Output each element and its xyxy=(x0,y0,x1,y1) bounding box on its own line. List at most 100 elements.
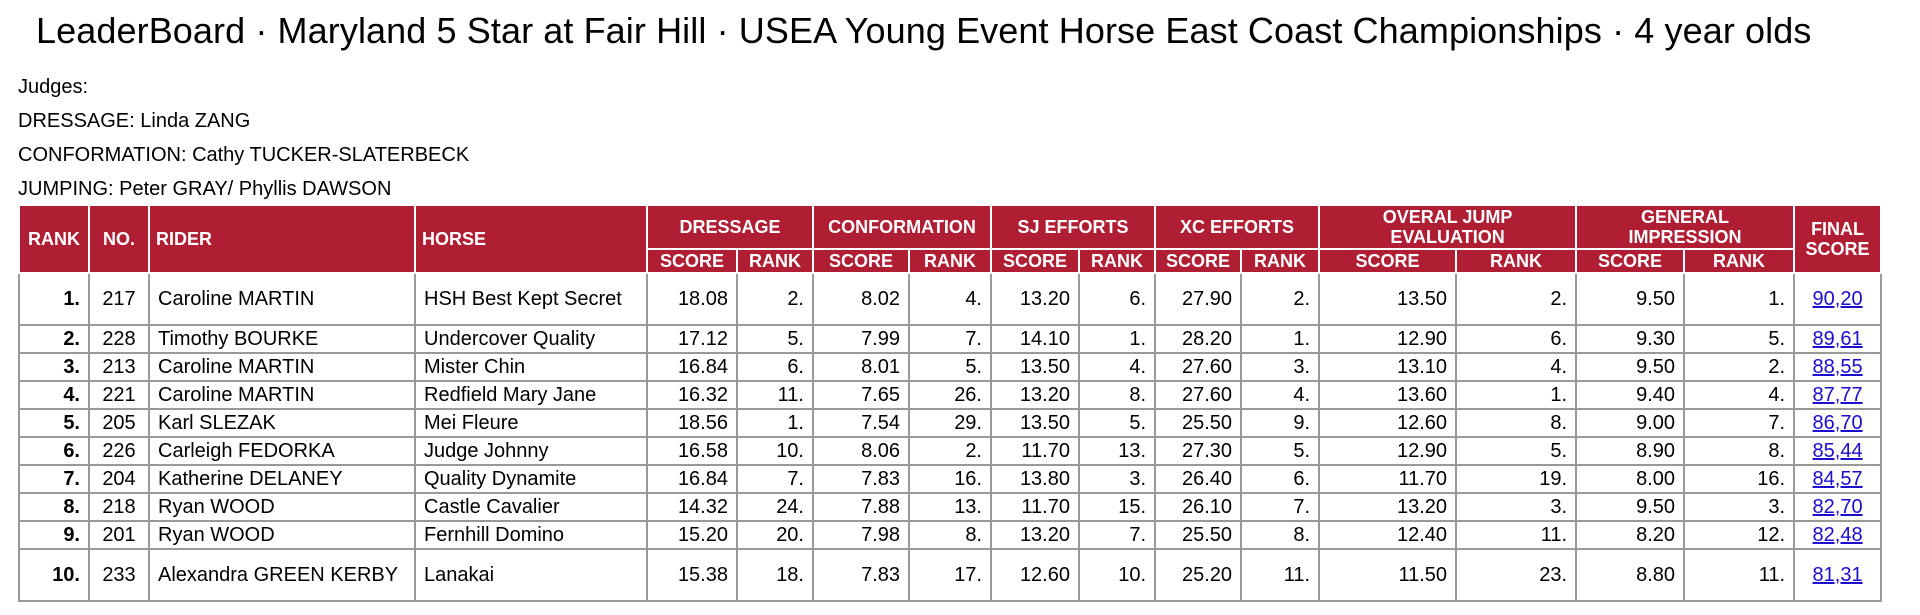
subheader-conformation-score[interactable]: SCORE xyxy=(812,248,910,274)
subheader-overall-rank[interactable]: RANK xyxy=(1455,248,1578,274)
final-score-link[interactable]: 84,57 xyxy=(1812,468,1863,490)
row-horse: HSH Best Kept Secret xyxy=(414,272,648,326)
conformation-score: 8.01 xyxy=(812,352,910,382)
row-rank: 7. xyxy=(18,464,90,494)
header-xc-efforts[interactable]: XC EFFORTS xyxy=(1154,204,1321,250)
header-rank[interactable]: RANK xyxy=(18,204,90,274)
header-conformation[interactable]: CONFORMATION xyxy=(812,204,992,250)
header-horse[interactable]: HORSE xyxy=(414,204,648,274)
subheader-xc-score[interactable]: SCORE xyxy=(1154,248,1243,274)
subheader-overall-score[interactable]: SCORE xyxy=(1318,248,1458,274)
sj-score: 13.50 xyxy=(990,408,1080,438)
sj-rank: 5. xyxy=(1077,408,1157,438)
conformation-rank: 5. xyxy=(908,352,992,382)
judge-jumping: JUMPING: Peter GRAY/ Phyllis DAWSON xyxy=(18,178,392,200)
general-impression-rank: 4. xyxy=(1683,380,1796,410)
overall-jump-rank: 23. xyxy=(1455,548,1578,602)
sj-rank: 3. xyxy=(1077,464,1157,494)
xc-score: 26.10 xyxy=(1154,492,1243,522)
overall-jump-rank: 3. xyxy=(1455,492,1578,522)
final-score-link[interactable]: 81,31 xyxy=(1812,564,1863,586)
header-final-score[interactable]: FINAL SCORE xyxy=(1793,204,1883,274)
header-overall-jump[interactable]: OVERAL JUMP EVALUATION xyxy=(1318,204,1578,250)
overall-jump-score: 13.10 xyxy=(1318,352,1458,382)
final-score-link[interactable]: 89,61 xyxy=(1812,328,1863,350)
judges-panel: Judges: DRESSAGE: Linda ZANG CONFORMATIO… xyxy=(18,70,469,206)
conformation-score: 7.98 xyxy=(812,520,910,550)
sj-rank: 6. xyxy=(1077,272,1157,326)
conformation-rank: 2. xyxy=(908,436,992,466)
header-sj-efforts[interactable]: SJ EFFORTS xyxy=(989,204,1157,250)
dressage-rank: 20. xyxy=(736,520,814,550)
conformation-score: 7.83 xyxy=(812,548,910,602)
xc-score: 27.90 xyxy=(1154,272,1243,326)
row-rider: Alexandra GREEN KERBY xyxy=(148,548,416,602)
dressage-score: 16.32 xyxy=(646,380,738,410)
dressage-score: 18.56 xyxy=(646,408,738,438)
conformation-score: 7.83 xyxy=(812,464,910,494)
header-general-impression[interactable]: GENERAL IMPRESSION xyxy=(1575,204,1796,250)
subheader-general-rank[interactable]: RANK xyxy=(1683,248,1796,274)
overall-jump-rank: 6. xyxy=(1455,324,1578,354)
row-rider: Katherine DELANEY xyxy=(148,464,416,494)
xc-score: 28.20 xyxy=(1154,324,1243,354)
table-row: 10. 233 Alexandra GREEN KERBY Lanakai 15.38 1… xyxy=(18,548,1883,602)
final-score-link[interactable]: 82,70 xyxy=(1812,496,1863,518)
final-score-link[interactable]: 82,48 xyxy=(1812,524,1863,546)
final-score-link[interactable]: 87,77 xyxy=(1812,384,1863,406)
final-score-link[interactable]: 88,55 xyxy=(1812,356,1863,378)
subheader-xc-rank[interactable]: RANK xyxy=(1240,248,1321,274)
header-no[interactable]: NO. xyxy=(88,204,150,274)
general-impression-score: 9.50 xyxy=(1575,272,1686,326)
row-rider: Timothy BOURKE xyxy=(148,324,416,354)
dressage-score: 15.38 xyxy=(646,548,738,602)
xc-score: 25.20 xyxy=(1154,548,1243,602)
table-row: 4. 221 Caroline MARTIN Redfield Mary Jane 16… xyxy=(18,380,1883,410)
subheader-dressage-rank[interactable]: RANK xyxy=(736,248,814,274)
final-score-link[interactable]: 85,44 xyxy=(1812,440,1863,462)
final-score-cell: 87,77 xyxy=(1793,380,1883,410)
row-rank: 8. xyxy=(18,492,90,522)
row-rank: 3. xyxy=(18,352,90,382)
judges-heading: Judges: xyxy=(18,76,89,98)
row-horse: Mei Fleure xyxy=(414,408,648,438)
subheader-dressage-score[interactable]: SCORE xyxy=(646,248,738,274)
subheader-conformation-rank[interactable]: RANK xyxy=(908,248,992,274)
row-number: 221 xyxy=(88,380,150,410)
final-score-cell: 90,20 xyxy=(1793,272,1883,326)
subheader-sj-rank[interactable]: RANK xyxy=(1077,248,1157,274)
row-number: 205 xyxy=(88,408,150,438)
dressage-rank: 11. xyxy=(736,380,814,410)
general-impression-score: 8.20 xyxy=(1575,520,1686,550)
judge-conformation: CONFORMATION: Cathy TUCKER-SLATERBECK xyxy=(18,144,470,166)
row-rank: 5. xyxy=(18,408,90,438)
row-rank: 4. xyxy=(18,380,90,410)
subheader-general-score[interactable]: SCORE xyxy=(1575,248,1686,274)
row-number: 201 xyxy=(88,520,150,550)
header-dressage[interactable]: DRESSAGE xyxy=(646,204,814,250)
xc-score: 26.40 xyxy=(1154,464,1243,494)
header-rider[interactable]: RIDER xyxy=(148,204,416,274)
overall-jump-score: 12.90 xyxy=(1318,436,1458,466)
final-score-link[interactable]: 90,20 xyxy=(1812,288,1863,310)
sj-score: 12.60 xyxy=(990,548,1080,602)
overall-jump-score: 11.70 xyxy=(1318,464,1458,494)
final-score-cell: 82,70 xyxy=(1793,492,1883,522)
table-row: 5. 205 Karl SLEZAK Mei Fleure 18.56 1. 7.54 29.… xyxy=(18,408,1883,438)
table-row: 3. 213 Caroline MARTIN Mister Chin 16.84 6. 8.… xyxy=(18,352,1883,382)
row-horse: Undercover Quality xyxy=(414,324,648,354)
table-row: 7. 204 Katherine DELANEY Quality Dynamite 16… xyxy=(18,464,1883,494)
row-rider: Caroline MARTIN xyxy=(148,272,416,326)
dressage-rank: 5. xyxy=(736,324,814,354)
general-impression-rank: 12. xyxy=(1683,520,1796,550)
conformation-rank: 26. xyxy=(908,380,992,410)
general-impression-rank: 16. xyxy=(1683,464,1796,494)
xc-rank: 8. xyxy=(1240,520,1321,550)
row-rank: 10. xyxy=(18,548,90,602)
xc-rank: 6. xyxy=(1240,464,1321,494)
conformation-rank: 17. xyxy=(908,548,992,602)
subheader-sj-score[interactable]: SCORE xyxy=(990,248,1080,274)
final-score-cell: 82,48 xyxy=(1793,520,1883,550)
page-title: LeaderBoard · Maryland 5 Star at Fair Hi… xyxy=(36,10,1812,51)
final-score-link[interactable]: 86,70 xyxy=(1812,412,1863,434)
